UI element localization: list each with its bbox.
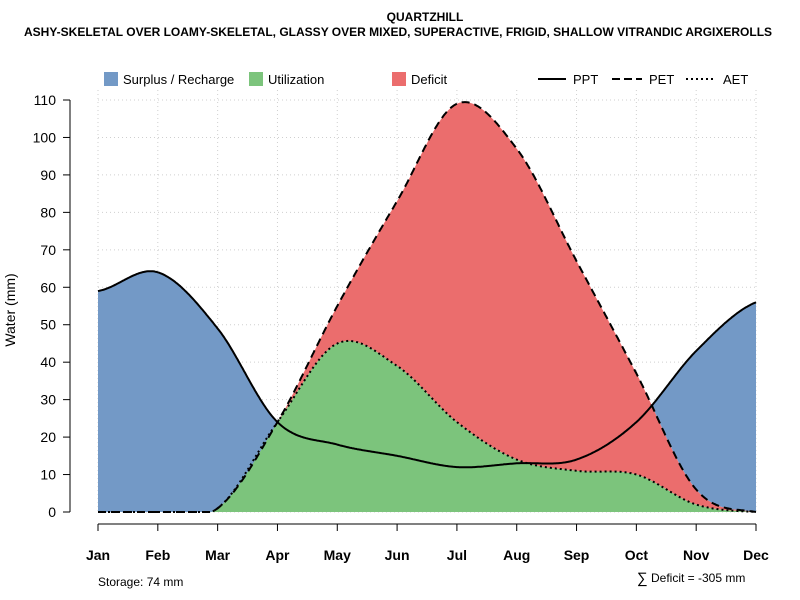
x-tick-label-apr: Apr [265, 547, 290, 563]
x-tick-label-jun: Jun [385, 547, 410, 563]
legend-label-pet: PET [649, 72, 674, 87]
x-tick-label-sep: Sep [564, 547, 590, 563]
chart-subtitle: ASHY-SKELETAL OVER LOAMY-SKELETAL, GLASS… [24, 25, 772, 39]
y-tick-label-100: 100 [33, 129, 57, 145]
y-tick-label-90: 90 [40, 167, 56, 183]
legend-label-ppt: PPT [573, 72, 598, 87]
y-tick-label-40: 40 [40, 354, 56, 370]
y-tick-label-50: 50 [40, 317, 56, 333]
sum-symbol-icon: ∑ [637, 570, 648, 587]
series-lines [97, 101, 757, 513]
area-deficit [98, 102, 756, 512]
y-tick-label-60: 60 [40, 279, 56, 295]
legend-label-surplus: Surplus / Recharge [123, 72, 234, 87]
legend-label-aet: AET [723, 72, 748, 87]
legend-swatch-deficit [392, 72, 406, 86]
chart-title: QUARTZHILL [387, 10, 464, 24]
x-tick-label-mar: Mar [205, 547, 230, 563]
x-tick-label-nov: Nov [683, 547, 710, 563]
deficit-note: Deficit = -305 mm [651, 571, 745, 585]
x-tick-label-dec: Dec [743, 547, 769, 563]
legend-label-deficit: Deficit [411, 72, 448, 87]
x-tick-label-may: May [324, 547, 351, 563]
areas [98, 102, 756, 512]
storage-note: Storage: 74 mm [98, 575, 183, 589]
legend-label-utilization: Utilization [268, 72, 324, 87]
x-axis: Jan Feb Mar Apr May Jun Jul Aug Sep Oct Nov Dec [86, 523, 769, 563]
x-tick-label-feb: Feb [145, 547, 170, 563]
area-surplus-recharge [98, 102, 756, 512]
y-tick-label-80: 80 [40, 204, 56, 220]
y-tick-label-20: 20 [40, 429, 56, 445]
legend: Surplus / Recharge Utilization Deficit P… [104, 72, 748, 87]
y-tick-label-10: 10 [40, 467, 56, 483]
legend-swatch-utilization [249, 72, 263, 86]
x-tick-label-oct: Oct [625, 547, 649, 563]
x-tick-label-jan: Jan [86, 547, 110, 563]
y-tick-label-0: 0 [48, 504, 56, 520]
y-axis-label: Water (mm) [2, 273, 18, 346]
legend-swatch-surplus [104, 72, 118, 86]
series-line-ppt [97, 270, 757, 469]
x-tick-label-jul: Jul [447, 547, 467, 563]
y-tick-label-110: 110 [34, 92, 57, 108]
y-tick-label-70: 70 [40, 242, 56, 258]
y-axis: 0 10 20 30 40 50 60 70 80 90 100 110 [33, 92, 71, 520]
y-tick-label-30: 30 [40, 392, 56, 408]
x-tick-label-aug: Aug [503, 547, 530, 563]
series-line-pet [98, 101, 757, 513]
area-utilization [98, 340, 756, 512]
